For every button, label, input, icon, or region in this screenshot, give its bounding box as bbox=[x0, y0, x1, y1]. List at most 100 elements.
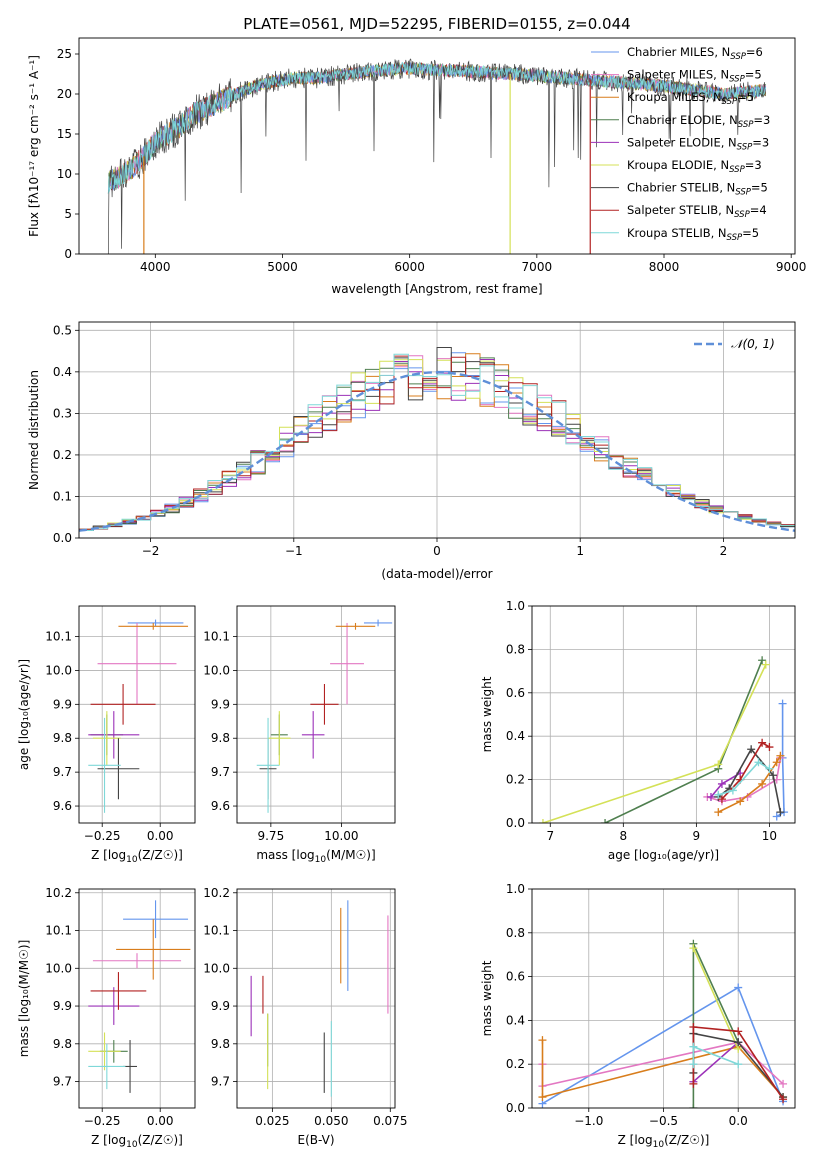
y-tick-label: 9.7 bbox=[53, 765, 72, 779]
error-bar-point bbox=[310, 683, 339, 725]
x-tick-label: −0.5 bbox=[649, 1114, 678, 1128]
weight-marker bbox=[772, 812, 781, 821]
error-bar-point bbox=[97, 738, 140, 800]
legend-entry: Chabrier STELIB, NSSP=5 bbox=[627, 181, 768, 198]
y-axis-label: mass weight bbox=[480, 960, 494, 1036]
legend-entry: Chabrier MILES, NSSP=6 bbox=[627, 45, 763, 62]
weight-marker bbox=[717, 779, 726, 788]
weight-marker bbox=[689, 1060, 698, 1069]
y-axis-label: mass [log₁₀(M/M☉)] bbox=[17, 940, 31, 1058]
x-tick-label: 0.050 bbox=[314, 1114, 348, 1128]
x-tick-label: 10.00 bbox=[324, 829, 358, 843]
weight-marker bbox=[758, 656, 767, 665]
y-tick-label: 9.9 bbox=[53, 697, 72, 711]
legend-entry: Kroupa STELIB, NSSP=5 bbox=[627, 226, 759, 243]
weight-marker bbox=[538, 819, 547, 823]
weight-line-salpeter-stelib bbox=[721, 741, 770, 800]
axes-frame bbox=[78, 888, 196, 1109]
weight-marker bbox=[734, 1027, 743, 1036]
weight-marker bbox=[728, 786, 737, 795]
y-tick-label: 9.6 bbox=[211, 799, 230, 813]
axes-frame bbox=[531, 888, 796, 1109]
weight-marker bbox=[754, 758, 763, 767]
x-axis-label: (data-model)/error bbox=[381, 567, 492, 581]
y-tick-label: 0.2 bbox=[506, 773, 525, 787]
y-tick-label: 9.7 bbox=[53, 1075, 72, 1089]
error-bar-point bbox=[97, 622, 177, 705]
x-tick-label: −1 bbox=[285, 544, 303, 558]
weight-marker bbox=[714, 790, 723, 799]
spectrum-kroupa-stelib bbox=[107, 62, 767, 194]
y-tick-label: 10.1 bbox=[203, 630, 230, 644]
y-tick-label: 10.1 bbox=[45, 924, 72, 938]
x-tick-label: 9000 bbox=[776, 260, 807, 274]
x-tick-label: −0.25 bbox=[84, 829, 121, 843]
y-tick-label: 25 bbox=[57, 47, 72, 61]
x-tick-label: 0.00 bbox=[147, 829, 174, 843]
weight-marker bbox=[689, 1104, 698, 1108]
y-axis-label: Normed distribution bbox=[27, 370, 41, 490]
x-tick-label: 0 bbox=[433, 544, 441, 558]
error-bar-point bbox=[116, 919, 191, 980]
weight-marker bbox=[714, 808, 723, 817]
weight-marker bbox=[734, 1060, 743, 1069]
y-tick-label: 9.8 bbox=[211, 731, 230, 745]
legend-entry: Kroupa MILES, NSSP=5 bbox=[627, 90, 754, 107]
y-tick-label: 1.0 bbox=[506, 599, 525, 613]
y-tick-label: 0 bbox=[64, 247, 72, 261]
weight-marker bbox=[689, 1022, 698, 1031]
weight-marker bbox=[706, 792, 715, 801]
y-tick-label: 0.3 bbox=[53, 406, 72, 420]
x-tick-label: 0.00 bbox=[147, 1114, 174, 1128]
y-tick-label: 10.1 bbox=[45, 630, 72, 644]
y-tick-label: 9.9 bbox=[53, 999, 72, 1013]
y-tick-label: 9.9 bbox=[211, 697, 230, 711]
y-tick-label: 10.0 bbox=[45, 961, 72, 975]
weight-line-salpeter-elodie bbox=[692, 1041, 739, 1083]
x-axis-label: E(B-V) bbox=[297, 1133, 334, 1147]
x-axis-label: wavelength [Angstrom, rest frame] bbox=[331, 282, 542, 296]
weight-marker bbox=[736, 797, 745, 806]
age-vs-mass-panel: 9.75 10.00 9.6 9.7 9.8 9.9 10.0 10.1 mass [log10… bbox=[203, 605, 396, 865]
x-tick-label: 6000 bbox=[394, 260, 425, 274]
axes-frame bbox=[78, 321, 796, 539]
y-tick-label: 1.0 bbox=[506, 882, 525, 896]
weight-marker bbox=[538, 1036, 547, 1045]
x-tick-label: 5000 bbox=[267, 260, 298, 274]
y-tick-label: 10.1 bbox=[203, 924, 230, 938]
error-bar-point bbox=[88, 711, 140, 759]
legend-entry: Chabrier ELODIE, NSSP=3 bbox=[627, 113, 770, 130]
weight-marker bbox=[601, 819, 610, 823]
x-tick-label: 2 bbox=[720, 544, 728, 558]
legend-entry: Salpeter STELIB, NSSP=4 bbox=[627, 203, 767, 220]
y-tick-label: 9.8 bbox=[53, 1037, 72, 1051]
error-bar-point bbox=[88, 717, 121, 813]
legend-entry: Salpeter ELODIE, NSSP=3 bbox=[627, 135, 769, 152]
x-tick-label: 9.75 bbox=[257, 829, 284, 843]
error-bar-point bbox=[301, 711, 325, 759]
weight-marker bbox=[747, 745, 756, 754]
weight-marker bbox=[769, 771, 778, 780]
weight-series bbox=[538, 939, 788, 1108]
x-tick-label: 0.075 bbox=[373, 1114, 407, 1128]
y-tick-label: 10.0 bbox=[203, 663, 230, 677]
weight-line-chabrier-elodie bbox=[692, 943, 739, 1108]
y-tick-label: 0.8 bbox=[506, 642, 525, 656]
error-bar-point bbox=[335, 622, 376, 630]
error-bar-point bbox=[256, 717, 280, 813]
x-tick-label: 0.0 bbox=[729, 1114, 748, 1128]
weight-marker bbox=[689, 1079, 698, 1088]
weight-marker bbox=[689, 1042, 698, 1051]
weight-marker bbox=[772, 758, 781, 767]
weight-line-kroupa-stelib bbox=[718, 761, 770, 796]
y-tick-label: 0.8 bbox=[506, 926, 525, 940]
x-axis-label: Z [log10(Z/Z☉)] bbox=[618, 1133, 710, 1150]
error-bar-point bbox=[88, 987, 140, 1025]
weight-marker bbox=[538, 1093, 547, 1102]
error-bars bbox=[88, 900, 191, 1093]
axes-frame bbox=[236, 605, 396, 824]
x-tick-label: 7000 bbox=[522, 260, 553, 274]
weight-line-kroupa-miles bbox=[541, 1040, 784, 1099]
weight-marker bbox=[717, 795, 726, 804]
